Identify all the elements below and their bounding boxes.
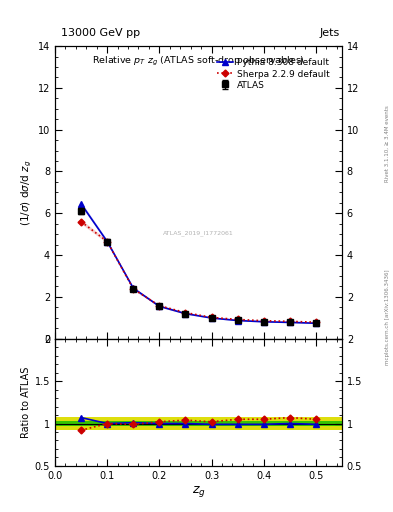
Sherpa 2.2.9 default <box>314 319 318 325</box>
Text: Relative $p_T$ $z_g$ (ATLAS soft-drop observables): Relative $p_T$ $z_g$ (ATLAS soft-drop ob… <box>92 55 305 68</box>
Y-axis label: Ratio to ATLAS: Ratio to ATLAS <box>20 367 31 438</box>
Sherpa 2.2.9 default <box>261 317 266 324</box>
Legend: Pythia 8.308 default, Sherpa 2.2.9 default, ATLAS: Pythia 8.308 default, Sherpa 2.2.9 defau… <box>215 56 332 92</box>
Sherpa 2.2.9 default <box>287 318 292 325</box>
Pythia 8.308 default <box>183 311 188 317</box>
Text: Rivet 3.1.10, ≥ 3.4M events: Rivet 3.1.10, ≥ 3.4M events <box>385 105 389 182</box>
Y-axis label: (1/$\sigma$) d$\sigma$/d $z_g$: (1/$\sigma$) d$\sigma$/d $z_g$ <box>19 159 34 226</box>
Pythia 8.308 default <box>314 320 318 326</box>
Pythia 8.308 default <box>287 319 292 326</box>
Line: Sherpa 2.2.9 default: Sherpa 2.2.9 default <box>79 219 318 325</box>
Text: Jets: Jets <box>320 28 340 38</box>
X-axis label: $z_g$: $z_g$ <box>191 483 206 499</box>
Pythia 8.308 default <box>79 201 83 207</box>
Sherpa 2.2.9 default <box>209 314 214 321</box>
Pythia 8.308 default <box>261 318 266 325</box>
Text: 13000 GeV pp: 13000 GeV pp <box>61 28 140 38</box>
Pythia 8.308 default <box>209 315 214 321</box>
Sherpa 2.2.9 default <box>157 303 162 309</box>
Pythia 8.308 default <box>131 285 136 291</box>
Sherpa 2.2.9 default <box>235 316 240 323</box>
Sherpa 2.2.9 default <box>183 309 188 315</box>
Sherpa 2.2.9 default <box>105 239 110 245</box>
Sherpa 2.2.9 default <box>131 286 136 292</box>
Sherpa 2.2.9 default <box>79 219 83 225</box>
Pythia 8.308 default <box>235 317 240 324</box>
Pythia 8.308 default <box>105 239 110 245</box>
Text: ATLAS_2019_I1772061: ATLAS_2019_I1772061 <box>163 230 234 236</box>
Text: mcplots.cern.ch [arXiv:1306.3436]: mcplots.cern.ch [arXiv:1306.3436] <box>385 270 389 365</box>
Pythia 8.308 default <box>157 303 162 309</box>
Line: Pythia 8.308 default: Pythia 8.308 default <box>78 201 319 326</box>
